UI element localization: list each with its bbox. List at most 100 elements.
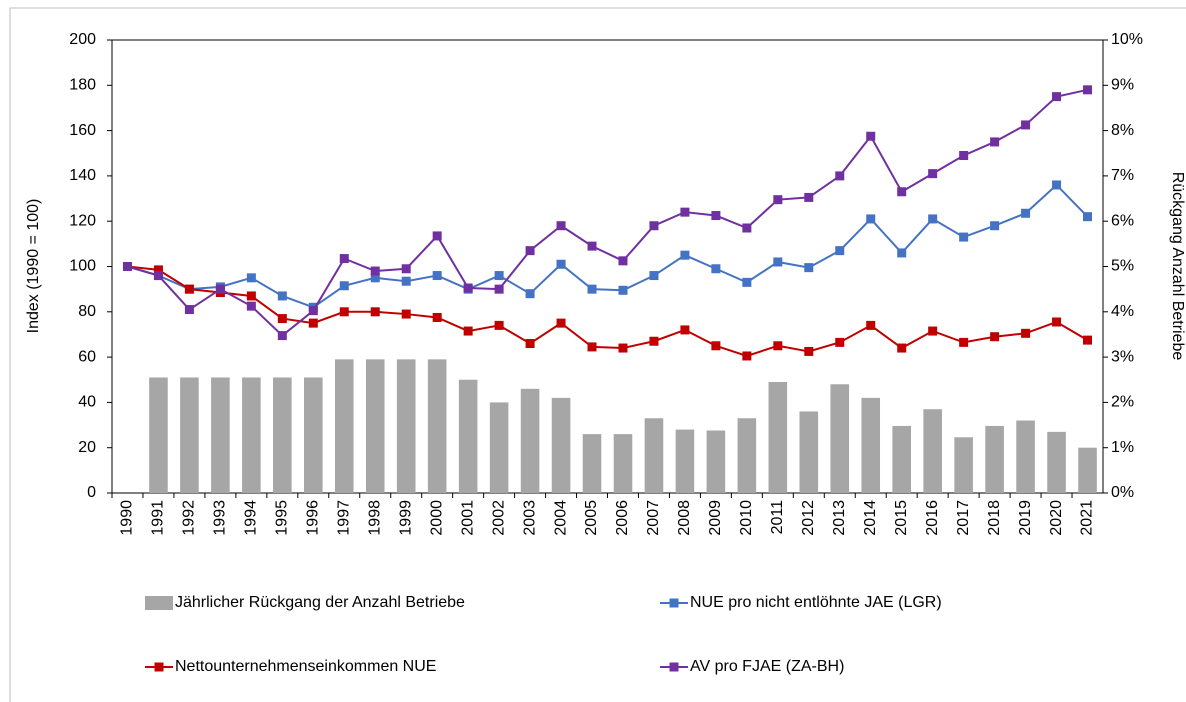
line-marker xyxy=(990,221,1000,231)
line-marker xyxy=(618,343,628,353)
y-tick-label: 120 xyxy=(69,212,96,229)
x-tick-label: 2001 xyxy=(459,500,476,536)
line xyxy=(127,88,1088,337)
y2-tick-label: 4% xyxy=(1111,303,1134,320)
bar xyxy=(520,388,540,493)
line-marker xyxy=(649,221,659,231)
line xyxy=(127,265,1089,358)
line-marker xyxy=(494,271,504,281)
x-tick-label: 2010 xyxy=(738,500,755,536)
line-marker xyxy=(618,285,628,295)
line-marker xyxy=(432,312,442,322)
line-marker xyxy=(928,214,938,224)
bar xyxy=(613,434,633,493)
legend-swatch xyxy=(154,662,164,672)
line-marker xyxy=(804,192,814,202)
line-marker xyxy=(587,284,597,294)
line-marker xyxy=(649,271,659,281)
line-marker xyxy=(1052,92,1062,102)
line-marker xyxy=(1052,317,1062,327)
line-marker xyxy=(277,291,287,301)
bar xyxy=(304,377,323,493)
x-tick-label: 2019 xyxy=(1017,500,1034,536)
y-tick-label: 80 xyxy=(78,303,96,320)
y-tick-label: 100 xyxy=(69,258,96,275)
bar xyxy=(1078,447,1097,493)
bar xyxy=(799,411,819,493)
line xyxy=(127,183,1089,309)
line-marker xyxy=(711,341,721,351)
bar xyxy=(830,384,850,493)
line-marker xyxy=(153,265,163,275)
x-tick-label: 2012 xyxy=(800,500,817,536)
line-marker xyxy=(370,307,380,317)
bar xyxy=(396,359,416,493)
line-marker xyxy=(1052,180,1062,190)
line-marker xyxy=(835,246,845,256)
x-tick-label: 1991 xyxy=(150,500,167,536)
line-marker xyxy=(246,301,256,311)
y-tick-label: 160 xyxy=(69,122,96,139)
x-tick-label: 1997 xyxy=(335,500,352,536)
legend-label: AV pro FJAE (ZA-BH) xyxy=(690,658,844,675)
bar xyxy=(985,425,1004,493)
line-marker xyxy=(308,318,318,328)
bar xyxy=(365,359,385,493)
x-tick-label: 1992 xyxy=(181,500,198,536)
bar xyxy=(582,434,602,493)
line-marker xyxy=(897,248,907,258)
bar xyxy=(242,377,261,493)
line-marker xyxy=(649,336,659,346)
y2-tick-label: 1% xyxy=(1111,439,1134,456)
line-marker xyxy=(804,346,814,356)
y2-axis-label: Rückgang Anzahl Betriebe xyxy=(1169,172,1186,361)
line-marker xyxy=(618,256,628,266)
x-tick-label: 1993 xyxy=(212,500,229,536)
x-tick-label: 2008 xyxy=(676,500,693,536)
line-marker xyxy=(959,337,969,347)
x-tick-label: 2020 xyxy=(1048,500,1065,536)
line-marker xyxy=(432,231,442,241)
line-marker xyxy=(773,195,783,205)
bar xyxy=(180,377,199,493)
x-tick-label: 2000 xyxy=(428,500,445,536)
line-marker xyxy=(742,351,752,361)
bar xyxy=(458,379,478,493)
bar xyxy=(954,437,973,493)
bar xyxy=(1016,420,1035,493)
bar xyxy=(273,377,292,493)
x-tick-label: 2015 xyxy=(893,500,910,536)
line-marker xyxy=(153,271,163,281)
line-marker xyxy=(742,277,752,287)
line-marker xyxy=(835,171,845,181)
line-marker xyxy=(432,271,442,281)
y-tick-label: 0 xyxy=(87,484,96,501)
bar xyxy=(737,418,757,493)
bar xyxy=(768,382,788,493)
line-marker xyxy=(804,263,814,273)
line-marker xyxy=(587,342,597,352)
line-marker xyxy=(928,326,938,336)
line-marker xyxy=(680,250,690,260)
y-tick-label: 40 xyxy=(78,394,96,411)
line-marker xyxy=(463,283,473,293)
y-tick-label: 140 xyxy=(69,167,96,184)
legend-label: Nettounternehmenseinkommen NUE xyxy=(175,658,436,675)
line-marker xyxy=(556,259,566,269)
x-tick-label: 2018 xyxy=(986,500,1003,536)
line-marker xyxy=(184,305,194,315)
line-marker xyxy=(1083,212,1093,222)
line-marker xyxy=(680,207,690,217)
line-marker xyxy=(959,232,969,242)
bar xyxy=(644,418,664,493)
line-marker xyxy=(990,332,1000,342)
line-marker xyxy=(897,187,907,197)
bar xyxy=(489,402,509,493)
bar xyxy=(706,430,726,493)
x-tick-label: 2013 xyxy=(831,500,848,536)
line-marker xyxy=(1021,120,1031,130)
line-marker xyxy=(401,309,411,319)
line-marker xyxy=(928,169,938,179)
line-marker xyxy=(835,337,845,347)
